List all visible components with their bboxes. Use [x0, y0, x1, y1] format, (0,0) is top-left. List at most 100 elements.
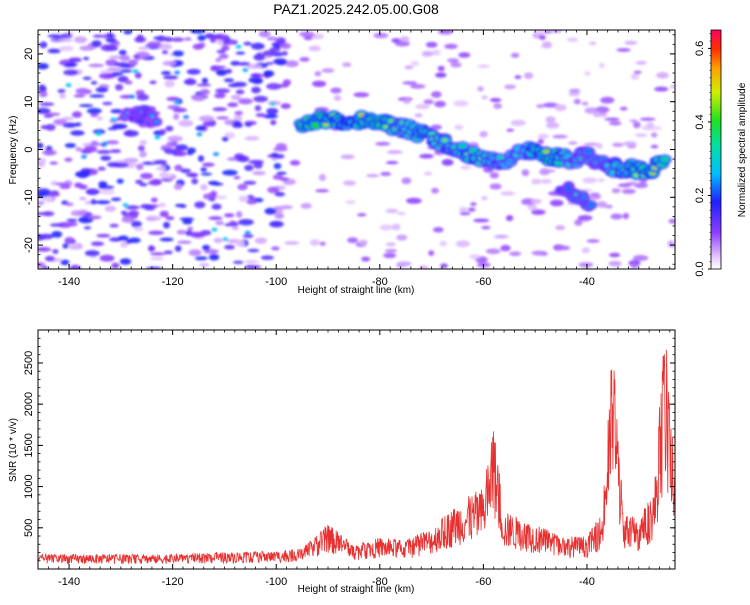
heatmap-cell — [64, 143, 76, 148]
heatmap-cell — [608, 260, 622, 267]
heatmap-cell — [68, 58, 82, 63]
heatmap-cell — [221, 45, 230, 51]
heatmap-cell — [195, 125, 207, 131]
heatmap-cell — [211, 227, 218, 232]
heatmap-cell — [617, 183, 632, 188]
heatmap-cell — [74, 122, 82, 127]
heatmap-cell — [163, 75, 179, 80]
heatmap-cell — [83, 56, 90, 61]
heatmap-cell — [211, 203, 222, 210]
heatmap-cell — [506, 128, 514, 132]
heatmap-cell — [164, 36, 173, 42]
heatmap-cell — [213, 237, 223, 244]
heatmap-cell — [347, 237, 359, 244]
heatmap-cell — [244, 264, 258, 269]
snr-y-tick-label: 2500 — [23, 351, 35, 375]
heatmap-cell — [64, 62, 78, 66]
heatmap-cell — [431, 49, 441, 56]
heatmap-cell — [60, 33, 73, 39]
heatmap-cell — [270, 152, 279, 158]
heatmap-cell — [473, 218, 490, 223]
snr-y-tick-label: 500 — [23, 519, 35, 537]
heatmap-cell — [38, 107, 51, 114]
heatmap-cell — [150, 256, 164, 261]
heatmap-cell — [165, 125, 174, 132]
heatmap-cell — [177, 240, 192, 244]
heatmap-cell — [170, 37, 184, 42]
heatmap-cell — [244, 230, 251, 235]
heatmap-cell — [99, 70, 110, 74]
heatmap-cell — [55, 182, 71, 186]
heatmap-cell — [131, 220, 142, 228]
heatmap-cell — [263, 114, 278, 119]
heatmap-cell — [384, 249, 398, 253]
heatmap-cell — [542, 102, 559, 108]
heatmap-cell — [128, 210, 140, 217]
heatmap-cell — [208, 254, 220, 261]
heatmap-cell — [273, 206, 282, 211]
heatmap-cell — [157, 202, 167, 208]
heatmap-cell — [345, 200, 356, 205]
heatmap-cell — [269, 101, 276, 106]
heatmap-cell — [106, 32, 114, 38]
heatmap-cell — [209, 35, 217, 43]
heatmap-cell — [91, 40, 102, 48]
heatmap-cell — [190, 232, 206, 238]
colorbar: 0.0 0.2 0.4 0.6 Normalized spectral amplitu… — [694, 29, 748, 277]
heatmap-cell — [612, 142, 624, 147]
heatmap-cell — [386, 150, 403, 154]
heatmap-cell — [619, 106, 628, 111]
heatmap-cell — [459, 212, 471, 216]
heatmap-cell — [134, 72, 142, 79]
heatmap-cell — [540, 179, 552, 184]
heatmap-cell — [174, 203, 185, 208]
heatmap-cell — [149, 114, 155, 118]
heatmap-cell — [238, 195, 249, 203]
heatmap-cell — [467, 207, 476, 212]
heatmap-cell — [186, 151, 194, 156]
heatmap-cell — [431, 187, 439, 194]
heatmap-y-tick-label: -10 — [23, 189, 35, 205]
heatmap-cell — [42, 149, 57, 156]
heatmap-cell — [634, 173, 640, 177]
heatmap-cell — [197, 155, 205, 162]
heatmap-cell — [251, 86, 261, 94]
heatmap-cell — [83, 226, 92, 230]
heatmap-cell — [73, 94, 86, 98]
heatmap-cell — [238, 219, 254, 226]
heatmap-cell — [267, 186, 280, 194]
heatmap-cell — [409, 84, 426, 89]
heatmap-cell — [440, 263, 448, 269]
heatmap-cell — [226, 157, 238, 161]
heatmap-cell — [90, 199, 97, 205]
heatmap-cell — [180, 168, 192, 173]
heatmap-cell — [280, 42, 292, 50]
heatmap-cell — [215, 69, 228, 76]
heatmap-cell — [53, 118, 67, 126]
heatmap-cell — [330, 87, 342, 94]
heatmap-cell — [577, 215, 593, 221]
heatmap-cell — [608, 252, 621, 258]
heatmap-cell — [161, 144, 174, 149]
snr-x-tick-label: -60 — [475, 576, 491, 588]
heatmap-cell — [430, 124, 442, 130]
heatmap-cell — [112, 123, 128, 130]
heatmap-cell — [120, 69, 133, 73]
colorbar-ticks: 0.0 0.2 0.4 0.6 — [694, 33, 711, 277]
heatmap-cell — [280, 103, 291, 109]
heatmap-cell — [264, 207, 277, 215]
heatmap-cell — [191, 94, 206, 102]
heatmap-cell — [414, 113, 423, 118]
figure-title: PAZ1.2025.242.05.00.G08 — [273, 1, 439, 17]
heatmap-cell — [197, 35, 206, 41]
heatmap-cell — [274, 191, 285, 197]
heatmap-cell — [187, 226, 194, 231]
heatmap-cell — [444, 43, 458, 50]
heatmap-cell — [116, 178, 124, 184]
heatmap-cell — [400, 36, 410, 42]
heatmap-cell — [583, 148, 594, 155]
heatmap-cell — [47, 48, 61, 54]
heatmap-cell — [129, 94, 136, 99]
heatmap-cell — [79, 104, 94, 108]
heatmap-cell — [273, 44, 282, 48]
